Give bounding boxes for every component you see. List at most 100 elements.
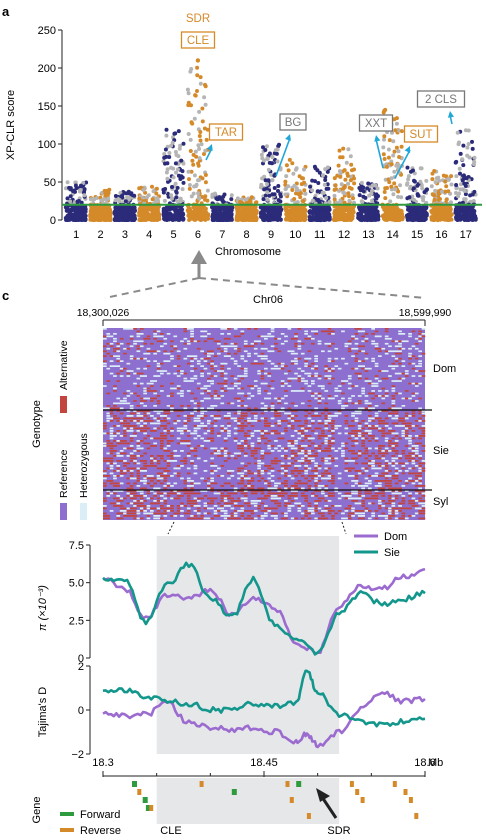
heatmap-cell bbox=[357, 400, 362, 402]
heatmap-cell bbox=[106, 420, 111, 422]
heatmap-cell bbox=[217, 417, 221, 420]
heatmap-cell bbox=[203, 360, 208, 362]
heatmap-cell bbox=[200, 407, 204, 410]
heatmap-cell bbox=[139, 447, 144, 450]
heatmap-cell bbox=[351, 445, 355, 447]
heatmap-cell bbox=[220, 387, 225, 390]
heatmap-cell bbox=[314, 447, 318, 450]
heatmap-cell bbox=[253, 385, 258, 387]
xpclr-point bbox=[332, 187, 337, 192]
heatmap-cell bbox=[341, 330, 345, 333]
heatmap-cell bbox=[398, 425, 402, 427]
heatmap-cell bbox=[103, 442, 107, 445]
xpclr-point bbox=[393, 128, 398, 133]
heatmap-cell bbox=[240, 430, 245, 432]
xpclr-point bbox=[186, 209, 192, 214]
heatmap-cell bbox=[414, 357, 419, 360]
heatmap-cell bbox=[388, 375, 392, 377]
heatmap-cell bbox=[394, 350, 399, 353]
heatmap-cell bbox=[374, 447, 379, 450]
xpclr-point bbox=[326, 186, 331, 191]
heatmap-cell bbox=[156, 402, 161, 405]
xpclr-point bbox=[412, 179, 417, 184]
heatmap-cell bbox=[408, 437, 412, 440]
xpclr-point bbox=[154, 205, 160, 210]
xpclr-point bbox=[200, 106, 205, 111]
heatmap-cell bbox=[290, 417, 295, 420]
heatmap-cell bbox=[227, 432, 231, 435]
heatmap-cell bbox=[327, 420, 332, 422]
heatmap-cell bbox=[136, 427, 141, 430]
heatmap-cell bbox=[391, 390, 396, 392]
heatmap-cell bbox=[220, 362, 225, 365]
heatmap-cell bbox=[203, 335, 208, 338]
heatmap-cell bbox=[317, 435, 322, 437]
heatmap-cell bbox=[317, 385, 322, 387]
heatmap-cell bbox=[203, 330, 208, 333]
heatmap-cell bbox=[196, 340, 201, 343]
heatmap-cell bbox=[136, 447, 141, 450]
heatmap-cell bbox=[113, 415, 117, 417]
heatmap-cell bbox=[277, 362, 282, 365]
heatmap-cell bbox=[170, 392, 174, 395]
heatmap-cell bbox=[207, 357, 211, 360]
heatmap-cell bbox=[136, 347, 141, 350]
heatmap-cell bbox=[260, 352, 265, 355]
heatmap-cell bbox=[103, 422, 107, 425]
xpclr-ytick-label: 250 bbox=[38, 25, 56, 37]
heatmap-cell bbox=[119, 367, 124, 370]
heatmap-cell bbox=[408, 347, 412, 350]
heatmap-cell bbox=[193, 417, 198, 420]
heatmap-cell bbox=[129, 328, 134, 330]
xpclr-point bbox=[406, 174, 411, 179]
xpclr-point bbox=[196, 161, 201, 166]
heatmap-cell bbox=[341, 442, 345, 445]
heatmap-cell bbox=[247, 445, 251, 447]
heatmap-cell bbox=[207, 380, 211, 382]
heatmap-cell bbox=[364, 400, 369, 402]
heatmap-cell bbox=[240, 445, 245, 447]
heatmap-cell bbox=[388, 430, 392, 432]
heatmap-cell bbox=[331, 377, 335, 380]
xpclr-point bbox=[79, 183, 83, 188]
heatmap-cell bbox=[247, 345, 251, 348]
heatmap-cell bbox=[176, 392, 181, 395]
xpclr-point bbox=[178, 143, 183, 148]
heatmap-cell bbox=[153, 397, 157, 400]
heatmap-cell bbox=[404, 445, 409, 447]
heatmap-cell bbox=[357, 422, 362, 425]
heatmap-cell bbox=[290, 362, 295, 365]
heatmap-cell bbox=[361, 407, 365, 410]
heatmap-cell bbox=[290, 350, 295, 353]
heatmap-cell bbox=[361, 392, 365, 395]
heatmap-cell bbox=[240, 415, 245, 417]
heatmap-cell bbox=[253, 380, 258, 382]
heatmap-cell bbox=[136, 385, 141, 387]
heatmap-cell bbox=[391, 355, 396, 357]
heatmap-cell bbox=[243, 367, 248, 370]
heatmap-cell bbox=[150, 422, 154, 425]
heatmap-cell bbox=[173, 422, 178, 425]
heatmap-cell bbox=[196, 347, 201, 350]
xpclr-point bbox=[181, 141, 186, 146]
heatmap-cell bbox=[133, 328, 137, 330]
heatmap-cell bbox=[364, 407, 369, 410]
heatmap-cell bbox=[136, 345, 141, 348]
heatmap-cell bbox=[307, 425, 312, 427]
heatmap-cell bbox=[153, 390, 157, 392]
xpclr-point bbox=[173, 131, 178, 136]
heatmap-cell bbox=[136, 340, 141, 343]
xpclr-point bbox=[360, 199, 365, 204]
heatmap-cell bbox=[213, 370, 218, 372]
heatmap-cell bbox=[207, 407, 211, 410]
heatmap-cell bbox=[374, 385, 379, 387]
heatmap-cell bbox=[317, 415, 322, 417]
heatmap-cell bbox=[193, 427, 198, 430]
xpclr-point bbox=[178, 199, 183, 204]
heatmap-cell bbox=[113, 347, 117, 350]
heatmap-cell bbox=[126, 347, 131, 350]
xpclr-point bbox=[410, 205, 416, 210]
xpclr-point bbox=[381, 145, 386, 150]
heatmap-cell bbox=[331, 427, 335, 430]
